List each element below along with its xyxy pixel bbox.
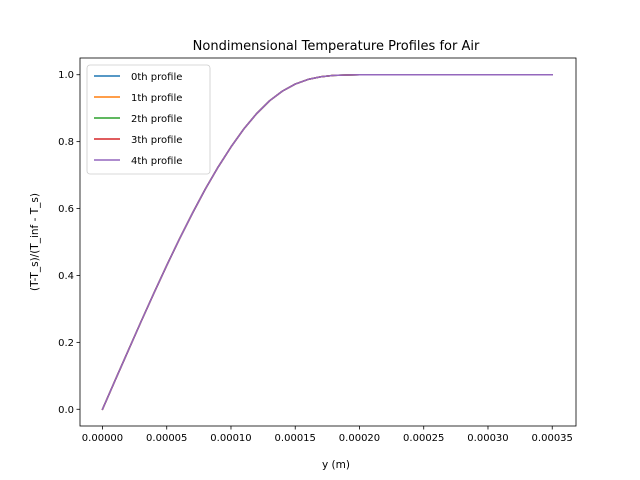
y-tick-label: 1.0: [58, 70, 74, 81]
chart-title: Nondimensional Temperature Profiles for …: [193, 39, 480, 54]
x-tick-label: 0.00035: [532, 433, 573, 444]
legend-label-4: 4th profile: [131, 156, 182, 167]
plot-area: 0.00000 0.00005 0.00010 0.00015 0.00020 0.000…: [58, 57, 577, 444]
y-axis-label: (T-T_s)/(T_inf - T_s): [29, 193, 41, 291]
legend-label-1: 1th profile: [131, 93, 182, 104]
legend-label-0: 0th profile: [131, 72, 182, 83]
y-tick-label: 0.8: [58, 137, 74, 148]
x-tick-label: 0.00030: [467, 433, 508, 444]
x-tick-label: 0.00010: [210, 433, 251, 444]
series-line-4: [101, 73, 553, 411]
x-tick-label: 0.00015: [275, 433, 316, 444]
y-tick-label: 0.0: [58, 405, 74, 416]
y-tick-label: 0.6: [58, 204, 74, 215]
axes-frame: [79, 57, 577, 427]
legend-box: [86, 64, 211, 175]
x-tick-label: 0.00000: [82, 433, 123, 444]
x-tick-label: 0.00025: [403, 433, 444, 444]
legend-label-3: 3th profile: [131, 135, 182, 146]
y-tick-label: 0.4: [58, 271, 74, 282]
y-tick-label: 0.2: [58, 338, 74, 349]
x-axis-label: y (m): [322, 459, 350, 471]
legend-label-2: 2th profile: [131, 114, 182, 125]
x-tick-label: 0.00020: [339, 433, 380, 444]
x-tick-label: 0.00005: [146, 433, 187, 444]
